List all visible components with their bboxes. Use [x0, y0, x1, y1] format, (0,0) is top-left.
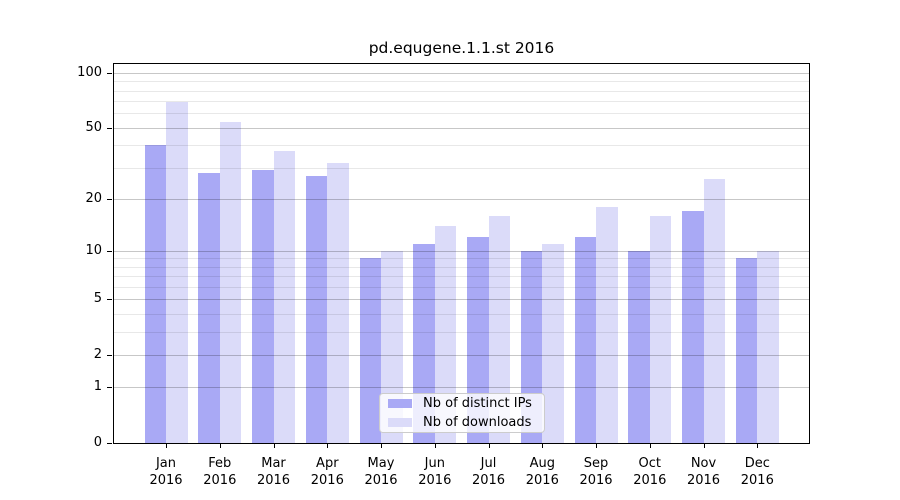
gridline-major [114, 73, 809, 74]
y-axis-tick-label: 0 [93, 435, 102, 450]
gridline-minor [114, 332, 809, 333]
bar-distinct-ips-jan [144, 145, 166, 443]
bar-distinct-ips-mar [252, 170, 274, 443]
bar-distinct-ips-sep [574, 237, 596, 443]
gridline-minor [114, 101, 809, 102]
gridline-major [114, 299, 809, 300]
y-axis-tick [107, 251, 112, 252]
bar-distinct-ips-dec [735, 258, 758, 443]
bar-distinct-ips-oct [628, 250, 650, 443]
y-axis-tick [107, 128, 112, 129]
bar-downloads-mar [273, 151, 295, 443]
legend-swatch-distinct-ips [388, 399, 412, 408]
gridline-major [114, 387, 809, 388]
bar-downloads-jan [166, 102, 188, 443]
x-axis-tick [166, 443, 167, 448]
y-axis-tick-label: 10 [85, 242, 102, 258]
bar-downloads-feb [219, 121, 242, 443]
x-axis-tick-label: Mar 2016 [256, 456, 291, 488]
legend-label-distinct-ips: Nb of distinct IPs [423, 396, 532, 411]
x-axis-tick [434, 443, 436, 448]
x-axis-tick-label: May 2016 [364, 456, 398, 488]
gridline-major [114, 128, 809, 129]
x-axis-tick [703, 443, 705, 448]
legend-entry-downloads: Nb of downloads [388, 414, 536, 431]
y-axis-tick [107, 387, 112, 388]
x-axis-tick [381, 443, 382, 448]
gridline-minor [114, 91, 809, 92]
gridline-minor [114, 113, 809, 114]
bar-downloads-jun [434, 225, 457, 443]
y-axis-tick-label: 1 [93, 379, 102, 395]
bar-downloads-nov [703, 178, 725, 443]
gridline-minor [114, 276, 809, 277]
bar-downloads-aug [542, 243, 564, 443]
bar-downloads-apr [327, 162, 349, 443]
y-axis-tick [107, 443, 112, 444]
gridline-minor [114, 314, 809, 315]
chart-title: pd.equgene.1.1.st 2016 [368, 39, 555, 57]
x-axis-tick-label: Dec 2016 [740, 456, 774, 488]
plot-area: 0 1 2 5 10 20 50 100 Jan 2016 Feb 2016 Mar 2016 Apr… [77, 63, 810, 488]
x-axis-tick [757, 443, 759, 448]
x-axis-tick-label: Aug 2016 [525, 456, 559, 488]
legend: Nb of distinct IPs Nb of downloads [379, 393, 545, 433]
x-axis-tick [596, 443, 597, 448]
x-axis-tick-label: Jun 2016 [418, 456, 452, 488]
gridline-minor [114, 168, 809, 169]
gridline-major [114, 251, 809, 252]
bar-downloads-jul [488, 215, 510, 443]
gridline-major [114, 199, 809, 200]
y-axis-tick-label: 2 [93, 346, 102, 362]
y-axis-tick-label: 5 [93, 291, 102, 307]
x-axis-tick-label: Nov 2016 [686, 456, 721, 488]
x-axis-tick-label: Jul 2016 [471, 456, 506, 488]
y-axis-tick-label: 20 [85, 190, 102, 206]
legend-entry-distinct-ips: Nb of distinct IPs [388, 395, 536, 412]
gridline-minor [114, 258, 809, 259]
y-axis-tick-label: 100 [77, 65, 102, 80]
gridline-minor [114, 145, 809, 146]
x-axis-tick-label: Apr 2016 [310, 456, 344, 488]
bar-distinct-ips-jul [467, 237, 489, 443]
bar-downloads-oct [649, 215, 672, 443]
gridline-minor [114, 287, 809, 288]
bar-distinct-ips-feb [198, 173, 220, 443]
y-axis-tick [107, 199, 112, 200]
bar-downloads-sep [596, 206, 618, 443]
x-axis-tick-label: Feb 2016 [203, 456, 237, 488]
gridline-minor [114, 267, 809, 268]
bar-distinct-ips-nov [682, 211, 704, 443]
x-axis-tick [219, 443, 221, 448]
x-axis-tick [327, 443, 329, 448]
bar-distinct-ips-apr [305, 175, 328, 443]
x-axis-tick-label: Sep 2016 [579, 456, 613, 488]
y-axis-tick [107, 355, 112, 356]
bar-downloads-dec [757, 250, 779, 443]
x-axis-tick-label: Oct 2016 [633, 456, 667, 488]
y-axis-tick [107, 299, 112, 300]
x-axis-tick [649, 443, 651, 448]
bar-distinct-ips-may [359, 258, 381, 443]
x-axis-tick-label: Jan 2016 [149, 456, 183, 488]
x-axis-tick [542, 443, 544, 448]
gridline-major [114, 355, 809, 356]
x-axis-tick [488, 443, 490, 448]
y-axis-tick-label: 50 [85, 119, 102, 135]
gridline-minor [114, 81, 809, 82]
legend-label-downloads: Nb of downloads [423, 415, 532, 430]
legend-swatch-downloads [388, 418, 412, 427]
x-axis-tick [273, 443, 275, 448]
y-axis-tick [107, 73, 112, 74]
